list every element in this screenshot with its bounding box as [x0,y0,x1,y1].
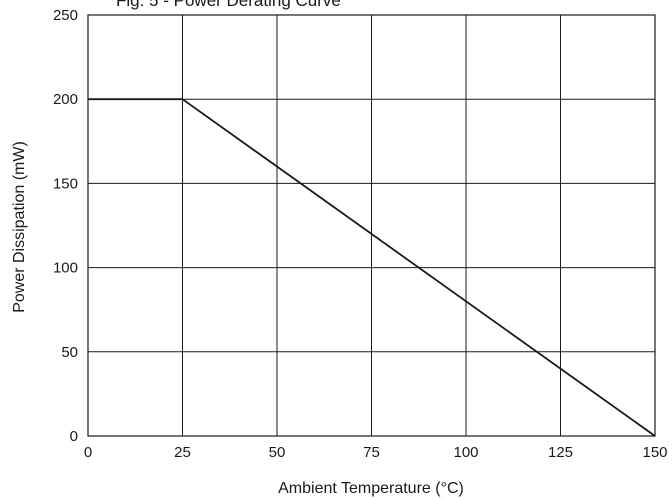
y-tick-labels: 0 50 100 150 200 250 [53,7,78,445]
y-tick-label: 150 [53,175,78,192]
y-tick-label: 0 [70,428,78,445]
y-tick-label: 50 [61,344,78,361]
x-tick-label: 125 [548,444,573,461]
plot-border [87,14,656,437]
x-tick-label: 100 [453,444,478,461]
y-axis-label: Power Dissipation (mW) [11,141,28,313]
y-tick-label: 100 [53,260,78,277]
x-tick-label: 25 [174,444,191,461]
plot-frame [87,14,656,437]
x-tick-label: 75 [363,444,380,461]
y-tick-label: 250 [53,7,78,24]
chart-title: Fig. 5 - Power Derating Curve [116,0,341,10]
x-tick-label: 50 [269,444,286,461]
series-layer [88,98,656,437]
x-tick-labels: 0 25 50 75 100 125 150 [84,444,668,461]
x-tick-label: 0 [84,444,92,461]
series-line [88,98,656,437]
y-tick-label: 200 [53,91,78,108]
x-tick-label: 150 [642,444,667,461]
x-axis-label: Ambient Temperature (°C) [278,480,464,497]
